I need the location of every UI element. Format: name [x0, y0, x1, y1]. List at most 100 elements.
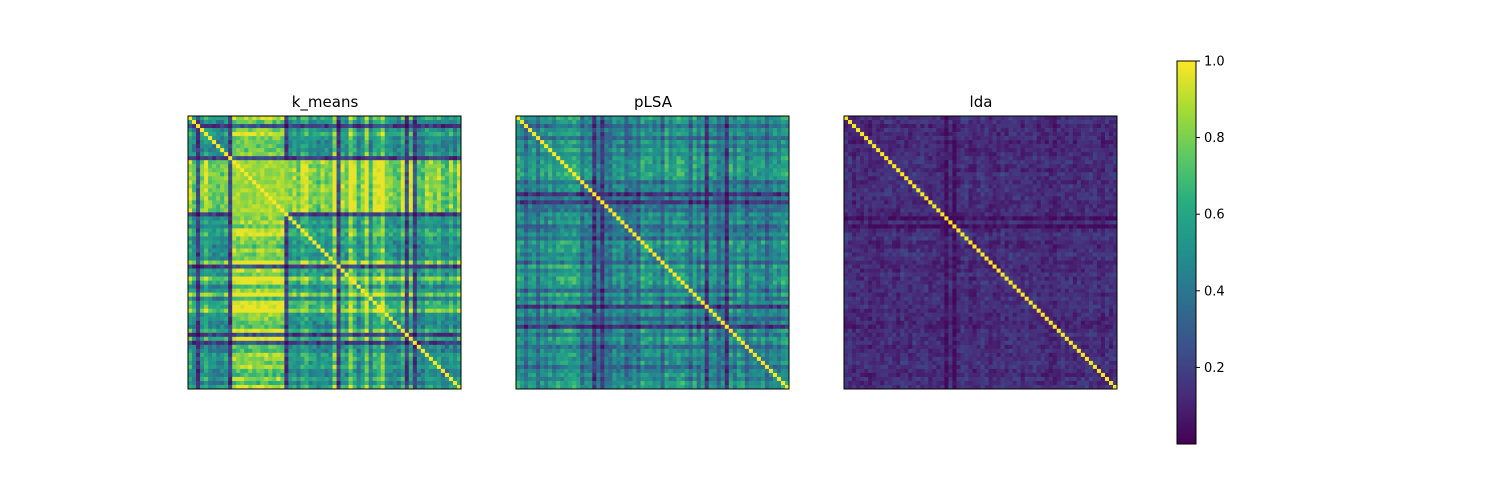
heatmap-cell — [312, 260, 317, 265]
heatmap-cell — [384, 132, 390, 137]
heatmap-cell — [332, 180, 337, 185]
heatmap-cell — [384, 160, 390, 165]
heatmap-cell — [296, 300, 301, 306]
heatmap-cell — [292, 292, 297, 298]
heatmap-cell — [188, 316, 193, 322]
heatmap-cell — [356, 336, 361, 342]
heatmap-cell — [408, 212, 414, 217]
heatmap-cell — [252, 264, 257, 269]
heatmap-cell — [408, 380, 414, 386]
heatmap-cell — [376, 208, 382, 213]
heatmap-cell — [236, 140, 241, 145]
heatmap-cell — [392, 336, 398, 342]
heatmap-cell — [372, 348, 378, 354]
heatmap-cell — [424, 116, 430, 121]
heatmap-cell — [376, 176, 382, 181]
heatmap-cell — [424, 244, 430, 249]
heatmap-cell — [568, 120, 573, 125]
heatmap-cell — [284, 384, 289, 390]
heatmap-cell — [296, 360, 301, 366]
heatmap-cell — [340, 312, 345, 318]
heatmap-cell — [408, 176, 414, 181]
heatmap-cell — [280, 256, 285, 261]
heatmap-cell — [280, 140, 285, 145]
heatmap-cell — [220, 380, 225, 386]
heatmap-cell — [356, 260, 361, 265]
heatmap-cell — [324, 292, 329, 298]
heatmap-cell — [728, 124, 734, 129]
heatmap-cell — [224, 236, 229, 241]
heatmap-cell — [312, 128, 317, 133]
heatmap-cell — [396, 348, 402, 354]
heatmap-cell — [632, 132, 637, 137]
heatmap-cell — [276, 280, 281, 285]
heatmap-cell — [300, 352, 305, 358]
heatmap-cell — [356, 344, 361, 350]
heatmap-cell — [212, 192, 217, 197]
heatmap-cell — [340, 260, 345, 265]
heatmap-cell — [376, 180, 382, 185]
heatmap-cell — [452, 308, 458, 314]
heatmap-cell — [216, 180, 221, 185]
heatmap-cell — [264, 344, 269, 350]
heatmap-cell — [768, 124, 774, 129]
heatmap-cell — [448, 312, 454, 318]
heatmap-cell — [220, 364, 225, 370]
heatmap-cell — [448, 332, 454, 338]
heatmap-cell — [328, 224, 333, 229]
heatmap-cell — [440, 272, 446, 277]
heatmap-cell — [436, 228, 442, 233]
heatmap-cell — [284, 116, 289, 121]
heatmap-cell — [324, 312, 329, 318]
heatmap-cell — [404, 224, 410, 229]
heatmap-cell — [416, 372, 422, 378]
heatmap-cell — [220, 152, 225, 157]
heatmap-cell — [212, 320, 217, 326]
heatmap-cell — [356, 352, 361, 358]
heatmap-cell — [296, 372, 301, 378]
heatmap-cell — [312, 340, 317, 346]
heatmap-cell — [216, 136, 221, 141]
heatmap-cell — [304, 252, 309, 257]
heatmap-cell — [316, 316, 321, 322]
heatmap-cell — [292, 384, 297, 390]
heatmap-cell — [236, 220, 241, 225]
heatmap-cell — [276, 252, 281, 257]
heatmap-cell — [220, 268, 225, 273]
heatmap-cell — [360, 376, 365, 382]
heatmap-cell — [248, 320, 253, 326]
heatmap-cell — [392, 152, 398, 157]
heatmap-cell — [316, 264, 321, 269]
heatmap-cell — [292, 336, 297, 342]
heatmap-cell — [392, 124, 398, 129]
heatmap-cell — [400, 356, 406, 362]
heatmap-cell — [616, 132, 621, 137]
heatmap-cell — [372, 120, 378, 125]
heatmap-cell — [420, 128, 426, 133]
heatmap-cell — [236, 212, 241, 217]
heatmap-cell — [372, 188, 378, 193]
heatmap-cell — [380, 116, 386, 121]
heatmap-cell — [424, 276, 430, 281]
heatmap-cell — [216, 268, 221, 273]
heatmap-cell — [724, 116, 730, 121]
heatmap-cell — [332, 204, 337, 209]
heatmap-cell — [420, 220, 426, 225]
heatmap-cell — [292, 120, 297, 125]
heatmap-cell — [396, 288, 402, 293]
heatmap-cell — [220, 288, 225, 293]
heatmap-cell — [540, 120, 545, 125]
heatmap-cell — [648, 120, 653, 125]
heatmap-cell — [332, 364, 337, 370]
heatmap-cell — [252, 352, 257, 358]
heatmap-cell — [248, 244, 253, 249]
heatmap-cell — [388, 240, 394, 245]
heatmap-cell — [408, 140, 414, 145]
heatmap-cell — [324, 304, 329, 310]
heatmap-cell — [268, 264, 273, 269]
heatmap-cell — [408, 172, 414, 177]
heatmap-cell — [428, 152, 434, 157]
heatmap-cell — [188, 152, 193, 157]
heatmap-cell — [304, 372, 309, 378]
heatmap-cell — [228, 256, 233, 261]
